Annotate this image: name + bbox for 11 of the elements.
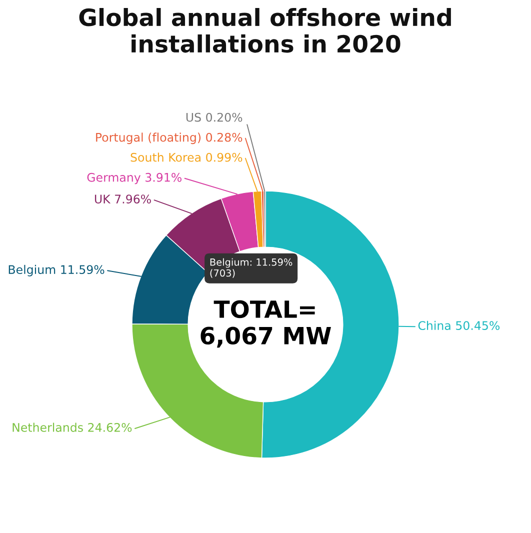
slice-label: US 0.20% bbox=[186, 112, 242, 122]
chart-title: Global annual offshore wind installations in 2020 bbox=[79, 8, 451, 53]
slice-label: UK 7.96% bbox=[94, 194, 151, 204]
slice-label: South Korea 0.99% bbox=[130, 152, 242, 162]
text: TOTAL= 6,067 MW bbox=[200, 300, 331, 348]
slice-label: Netherlands 24.62% bbox=[12, 422, 132, 432]
text: Belgium: 11.59% (703) bbox=[210, 258, 292, 278]
slice-label: China 50.45% bbox=[418, 320, 500, 330]
slice-label: Belgium 11.59% bbox=[8, 264, 104, 276]
slice-label: Portugal (floating) 0.28% bbox=[96, 132, 242, 144]
slice-label: Germany 3.91% bbox=[87, 172, 182, 184]
